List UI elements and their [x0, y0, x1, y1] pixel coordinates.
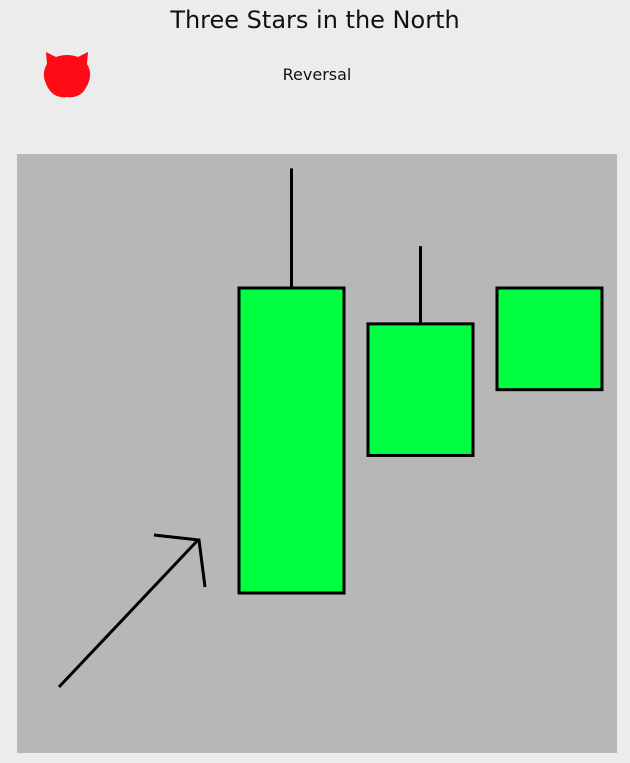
bear-icon-shape — [43, 52, 91, 98]
candle-3-body — [495, 286, 604, 392]
arrow-head — [153, 533, 207, 588]
arrow-shaft — [57, 538, 200, 689]
pattern-subtitle: Reversal — [282, 65, 352, 84]
candlestick-chart — [57, 168, 604, 689]
candle-2-body — [366, 322, 475, 457]
candle-1-body — [237, 286, 346, 595]
page-title: Three Stars in the North — [170, 6, 460, 34]
chart-panel — [17, 154, 617, 753]
bear-icon — [43, 52, 91, 98]
